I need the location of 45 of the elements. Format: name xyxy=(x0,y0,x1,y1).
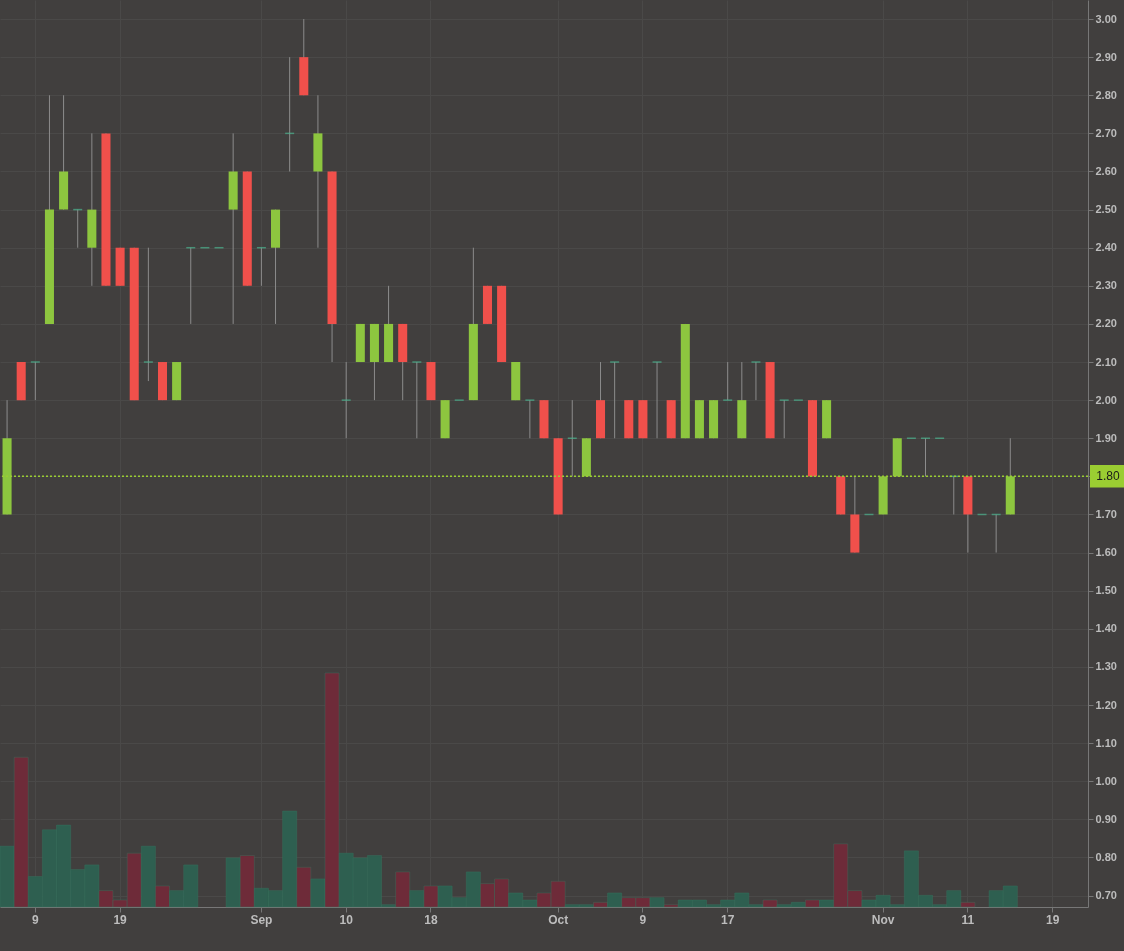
candlestick xyxy=(751,361,761,401)
candlestick xyxy=(525,399,535,439)
x-tick-label: Sep xyxy=(250,913,273,927)
candlestick xyxy=(723,361,733,401)
y-tick-label: 2.40 xyxy=(1095,241,1117,254)
y-tick-label: 2.60 xyxy=(1095,164,1117,177)
y-tick-label: 1.00 xyxy=(1095,774,1117,787)
x-tick-label: 19 xyxy=(1046,913,1060,927)
y-tick-label: 1.90 xyxy=(1095,431,1117,444)
x-tick-label: 18 xyxy=(424,913,438,927)
y-tick-label: 1.10 xyxy=(1095,736,1117,749)
y-tick-label: 2.90 xyxy=(1095,50,1117,63)
x-tick-label: 9 xyxy=(31,913,39,927)
y-tick-label: 2.20 xyxy=(1095,317,1117,330)
candlestick xyxy=(143,247,153,382)
y-tick-label: 1.20 xyxy=(1095,698,1117,711)
candlestick xyxy=(652,361,662,439)
x-tick-label: 9 xyxy=(639,913,647,927)
candlestick xyxy=(341,361,351,439)
y-tick-label: 0.80 xyxy=(1095,850,1117,863)
y-tick-label: 1.70 xyxy=(1095,507,1117,520)
x-tick-label: 17 xyxy=(721,913,735,927)
y-tick-label: 3.00 xyxy=(1095,12,1117,25)
x-tick-label: Oct xyxy=(548,913,569,927)
ref-line-label: 1.80 xyxy=(1096,469,1120,484)
y-tick-label: 1.30 xyxy=(1095,660,1117,673)
x-tick-label: 19 xyxy=(113,913,128,927)
y-tick-label: 1.40 xyxy=(1095,622,1117,635)
y-tick-label: 2.30 xyxy=(1095,279,1117,292)
x-tick-label: 11 xyxy=(961,913,975,927)
x-tick-label: Nov xyxy=(871,913,895,927)
y-tick-label: 2.10 xyxy=(1095,355,1117,368)
candlestick xyxy=(412,361,422,439)
y-tick-label: 2.70 xyxy=(1095,126,1117,139)
y-tick-label: 0.70 xyxy=(1095,889,1117,902)
candlestick xyxy=(610,361,620,439)
y-tick-label: 2.00 xyxy=(1095,393,1117,406)
y-tick-label: 1.60 xyxy=(1095,546,1117,559)
y-tick-label: 1.50 xyxy=(1095,584,1117,597)
candlestick xyxy=(779,399,789,439)
candlestick xyxy=(30,361,40,401)
y-tick-label: 2.80 xyxy=(1095,88,1117,101)
y-tick-label: 2.50 xyxy=(1095,203,1117,216)
x-tick-label: 10 xyxy=(339,913,354,927)
y-tick-label: 0.90 xyxy=(1095,812,1117,825)
